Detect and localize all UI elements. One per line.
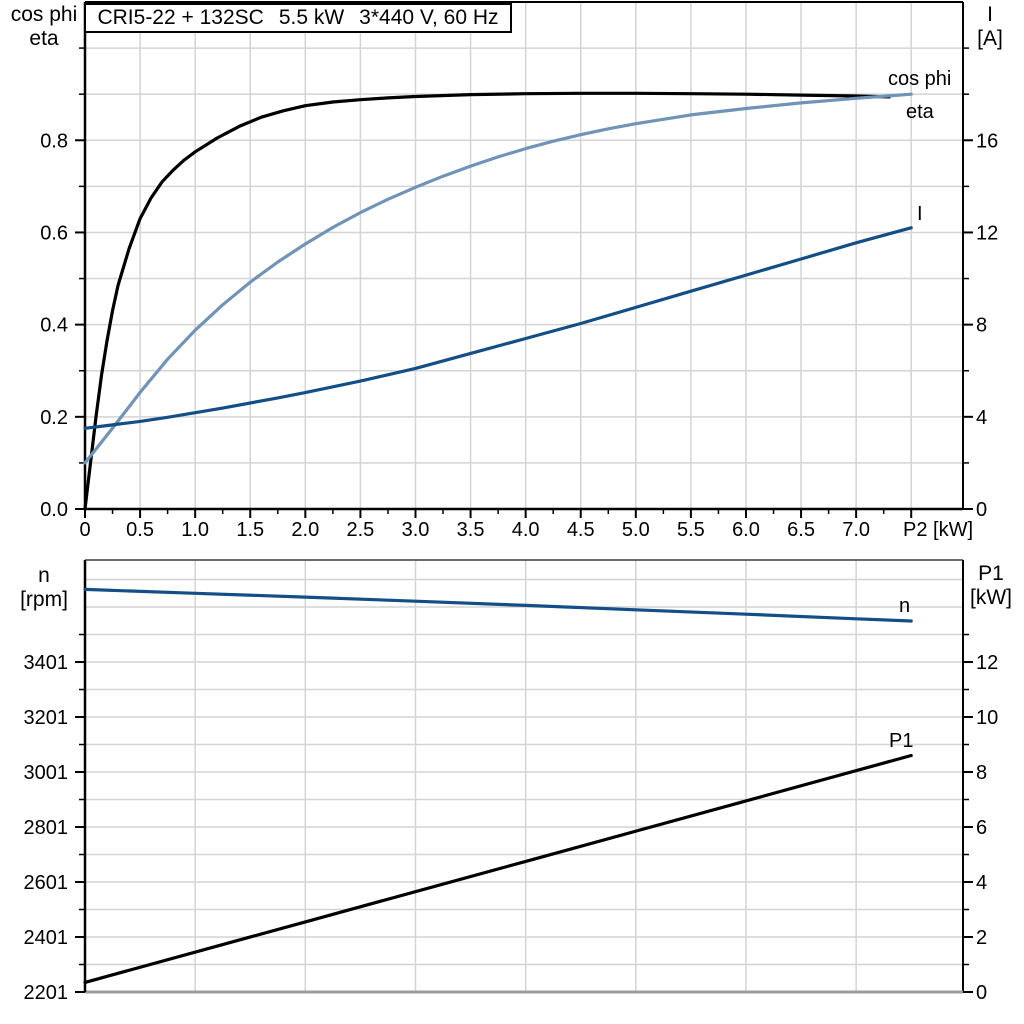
tick-label-x: 0.5 [126,519,154,541]
curve-label-p1: P1 [889,730,913,752]
axis-title-current: I [A] [962,3,1018,51]
tick-label-left: 3401 [24,652,69,674]
axis-title-speed-unit: [rpm] [20,588,68,611]
tick-label-x: 7.0 [842,519,870,541]
tick-label-left: 0.4 [40,315,68,337]
axis-title-p1-unit: [kW] [970,586,1012,609]
tick-label-left: 3001 [24,762,69,784]
axis-title-eta: eta [29,27,59,50]
tick-label-left: 0.0 [40,499,68,521]
tick-label-right: 8 [976,762,987,784]
tick-label-left: 2401 [24,927,69,949]
tick-label-right: 4 [976,407,987,429]
axis-title-cosphi: cos phi [10,3,78,26]
axis-title-current-unit: [A] [977,27,1003,50]
tick-label-right: 0 [976,499,987,521]
chart-title-box: CRI5-22 + 132SC 5.5 kW 3*440 V, 60 Hz [84,3,512,33]
tick-label-x: 1.5 [236,519,264,541]
axis-title-p1-symbol: P1 [978,562,1004,585]
curve-label-cos-phi: cos phi [888,68,951,90]
axis-title-speed: n [rpm] [4,564,84,612]
tick-label-right: 8 [976,315,987,337]
tick-label-left: 2201 [24,982,69,1004]
tick-label-left: 0.6 [40,222,68,244]
tick-label-x: 4.0 [512,519,540,541]
tick-label-right: 12 [976,652,998,674]
curve-eta [83,91,891,511]
tick-label-left: 2801 [24,817,69,839]
tick-label-right: 2 [976,927,987,949]
tick-label-x: 2.5 [347,519,375,541]
tick-label-x: 5.5 [677,519,705,541]
curve-label-speed: n [899,595,910,617]
tick-label-left: 2601 [24,872,69,894]
chart-title-power: 5.5 kW [278,6,345,29]
tick-label-right: 0 [976,982,987,1004]
tick-label-left: 0.2 [40,407,68,429]
tick-label-x: 1.0 [181,519,209,541]
tick-label-x: 6.5 [787,519,815,541]
tick-label-right: 4 [976,872,987,894]
tick-label-x: 3.0 [402,519,430,541]
curve-p1 [83,753,913,985]
tick-label-x: 4.5 [567,519,595,541]
tick-label-left: 3201 [24,707,69,729]
curve-current [83,226,913,430]
tick-label-right: 10 [976,707,998,729]
curve-cos-phi [83,92,913,465]
chart-title-supply: 3*440 V, 60 Hz [359,6,499,29]
axis-title-p1: P1 [kW] [962,562,1020,610]
axis-title-speed-symbol: n [38,564,50,587]
curve-label-current: I [917,203,923,225]
chart-title-model: CRI5-22 + 132SC [97,6,264,29]
tick-label-x: 3.5 [457,519,485,541]
tick-label-x: 5.0 [622,519,650,541]
curve-speed [83,587,913,623]
tick-label-x: 6.0 [732,519,760,541]
curve-label-eta: eta [906,101,935,123]
axis-title-current-symbol: I [987,3,993,26]
tick-label-right: 16 [976,130,998,152]
tick-label-right: 12 [976,222,998,244]
tick-label-x: 2.0 [291,519,319,541]
axis-title-cosphi-eta: cos phi eta [4,3,84,51]
tick-label-left: 0.8 [40,130,68,152]
tick-label-right: 6 [976,817,987,839]
tick-label-x: 0 [79,519,90,541]
x-axis-unit-label: P2 [kW] [903,519,973,541]
